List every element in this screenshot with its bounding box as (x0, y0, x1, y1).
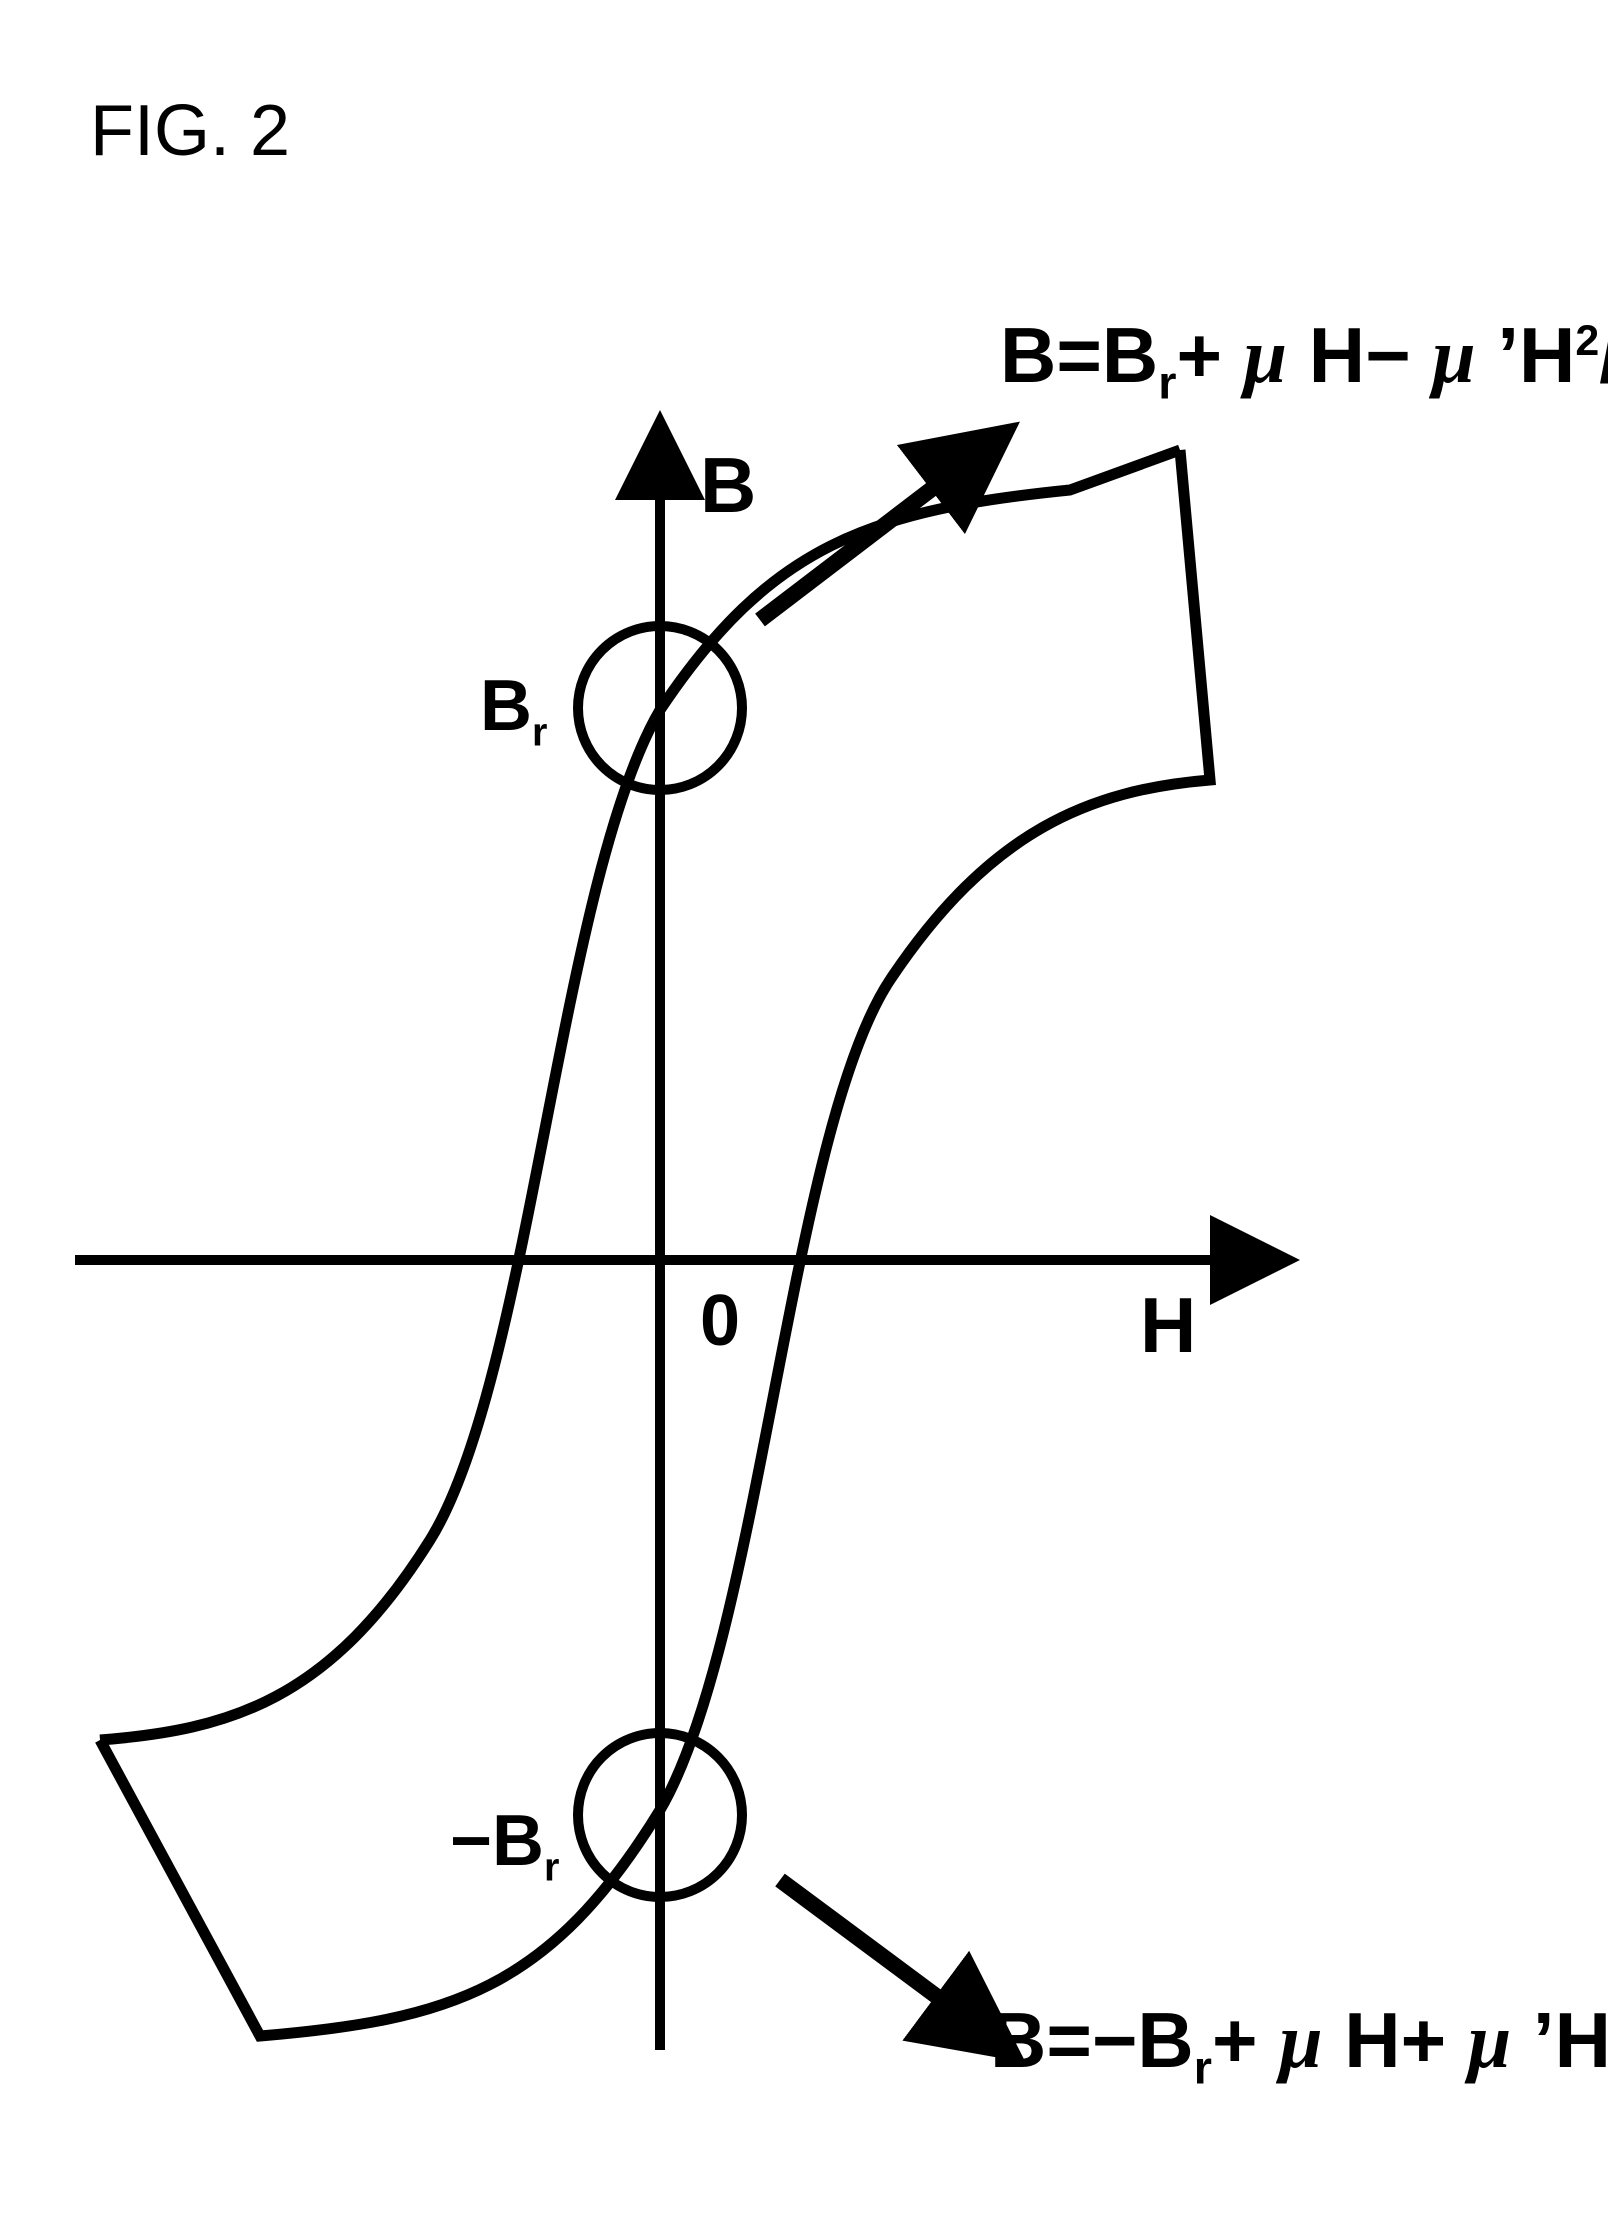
origin-label: 0 (700, 1280, 740, 1362)
upper-equation: B=Br+ μ H− μ ʼH2/2+ μ ʼʼH3/6 (1000, 310, 1608, 410)
neg-br-label: −Br (450, 1800, 559, 1890)
br-label: Br (480, 665, 547, 755)
pointer-arrow-top (760, 475, 950, 620)
pointer-arrow-bottom (780, 1880, 955, 2010)
y-axis-label: B (700, 440, 756, 531)
x-axis-label: H (1140, 1280, 1196, 1371)
figure-container: FIG. 2 B H 0 Br −Br (0, 0, 1608, 2234)
lower-equation: B=−Br+ μ H+ μ ʼH2/2+ μ ʼʼH3/6 (990, 1995, 1608, 2095)
hysteresis-upper-branch (100, 450, 1180, 1740)
